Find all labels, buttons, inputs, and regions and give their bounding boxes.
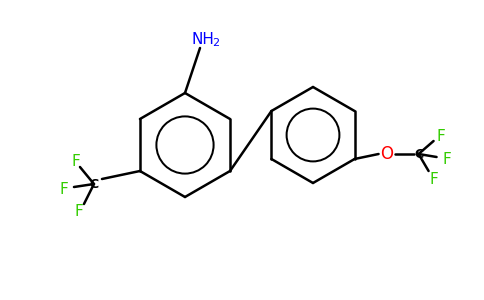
Text: F: F [72, 154, 80, 169]
Text: F: F [436, 128, 445, 143]
Text: F: F [442, 152, 451, 166]
Text: F: F [60, 182, 68, 196]
Text: C: C [414, 148, 423, 160]
Text: F: F [75, 205, 83, 220]
Text: C: C [90, 178, 99, 190]
Text: F: F [429, 172, 438, 187]
Text: 2: 2 [212, 38, 220, 48]
Text: NH: NH [192, 32, 214, 47]
Text: O: O [380, 145, 393, 163]
